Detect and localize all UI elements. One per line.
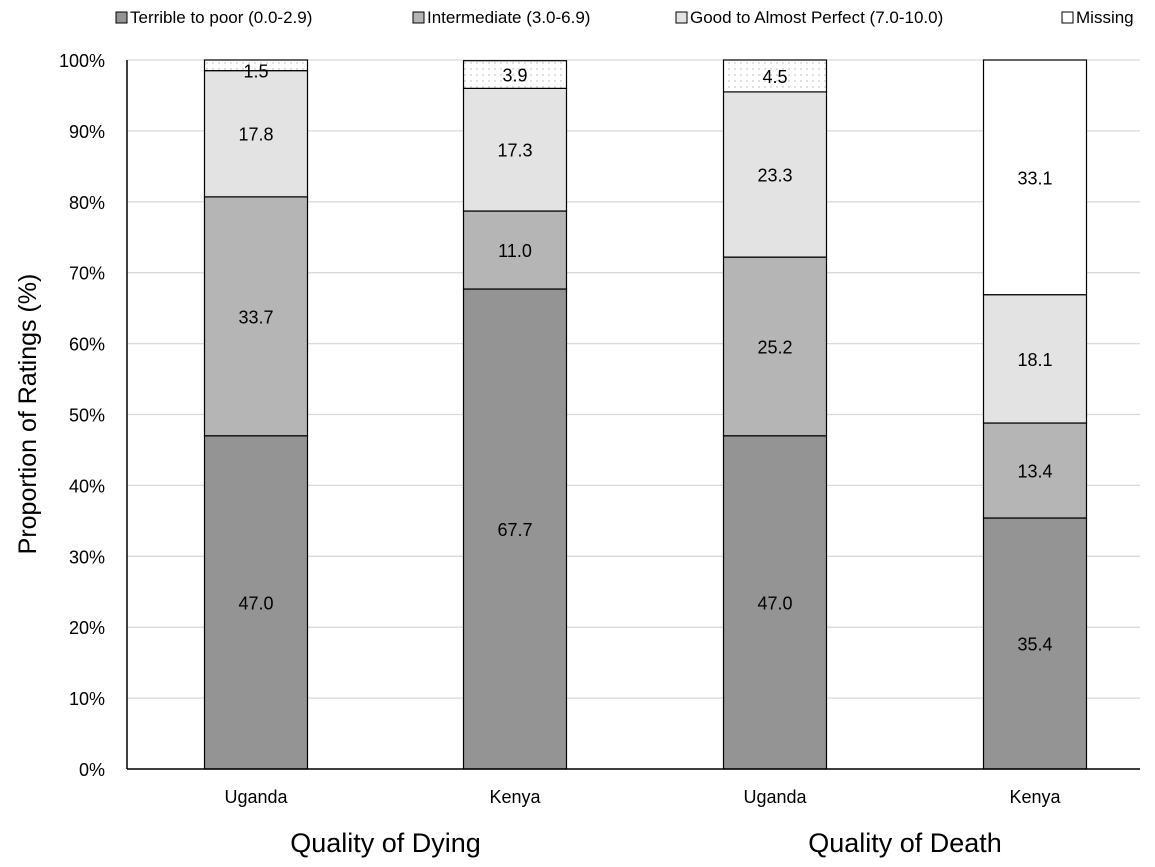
x-tick-label: Uganda [224, 787, 288, 807]
legend-swatch [1061, 11, 1074, 24]
legend: Terrible to poor (0.0-2.9) Intermediate (… [115, 8, 1134, 27]
y-tick-label: 60% [69, 335, 105, 355]
bars: 47.0 33.7 17.8 1.5 67.7 11.0 17.3 3.9 47.0 25.2 23… [203, 59, 1088, 770]
y-tick-label: 50% [69, 406, 105, 426]
y-axis-title: Proportion of Ratings (%) [14, 274, 42, 555]
x-tick-label: Uganda [743, 787, 807, 807]
data-label: 25.2 [757, 337, 792, 357]
legend-label: Good to Almost Perfect (7.0-10.0) [690, 8, 943, 27]
data-label: 11.0 [498, 241, 532, 261]
bar-segment [462, 87, 568, 212]
y-tick-label: 80% [69, 193, 105, 213]
x-tick-label: Kenya [489, 787, 541, 807]
bar-segment [203, 196, 309, 437]
bar-segment [203, 70, 309, 198]
data-label: 13.4 [1017, 462, 1052, 482]
bar-segment [462, 210, 568, 290]
data-label: 47.0 [757, 593, 792, 613]
bar-segment [982, 422, 1088, 519]
legend-label: Intermediate (3.0-6.9) [427, 8, 590, 27]
y-tick-label: 70% [69, 264, 105, 284]
y-tick-label: 40% [69, 476, 105, 496]
bar-segment [722, 435, 828, 770]
y-tick-label: 0% [79, 760, 105, 780]
y-tick-label: 10% [69, 689, 105, 709]
data-label: 4.5 [762, 67, 787, 87]
data-label: 1.5 [243, 62, 268, 82]
bar-segment [462, 288, 568, 770]
x-axis-labels: Uganda Kenya Uganda Kenya Quality of Dying Qu… [224, 787, 1061, 858]
axes [126, 60, 1140, 770]
bar-segment [203, 59, 309, 72]
data-label: 35.4 [1017, 635, 1052, 655]
bar-segment [462, 60, 568, 89]
legend-swatch [115, 11, 128, 24]
x-tick-label: Kenya [1009, 787, 1061, 807]
y-tick-label: 90% [69, 122, 105, 142]
bar-segment [722, 59, 828, 93]
data-label: 33.7 [238, 307, 273, 327]
data-label: 33.1 [1017, 168, 1052, 188]
legend-label: Missing [1076, 8, 1134, 27]
data-label: 23.3 [757, 166, 792, 186]
bar-segment [982, 294, 1088, 424]
legend-swatch [675, 11, 688, 24]
bar-segment [722, 256, 828, 437]
legend-label: Terrible to poor (0.0-2.9) [130, 8, 312, 27]
group-label: Quality of Dying [290, 828, 481, 858]
data-label: 47.0 [238, 593, 273, 613]
data-label: 18.1 [1017, 350, 1052, 370]
data-label: 17.8 [238, 125, 273, 145]
y-tick-label: 100% [59, 51, 105, 71]
legend-swatch [412, 11, 425, 24]
y-tick-label: 20% [69, 618, 105, 638]
data-label: 17.3 [497, 141, 532, 161]
y-tick-label: 30% [69, 547, 105, 567]
bar-segment [982, 59, 1088, 296]
data-label: 3.9 [502, 66, 527, 86]
y-axis-ticks: 0% 10% 20% 30% 40% 50% 60% 70% 80% 90% 100% [59, 51, 105, 780]
data-label: 67.7 [497, 520, 532, 540]
group-label: Quality of Death [808, 828, 1002, 858]
